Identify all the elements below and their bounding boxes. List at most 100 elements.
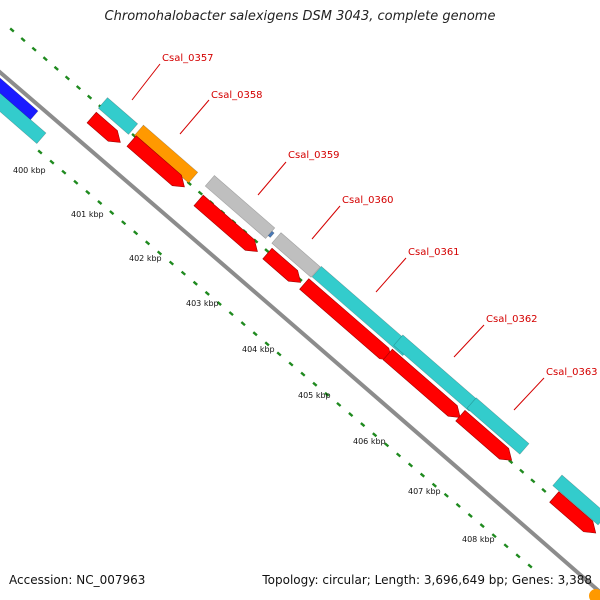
tick-mark	[419, 472, 426, 478]
tick-mark	[85, 189, 91, 195]
tick-mark	[97, 200, 103, 205]
inner-tick-row	[37, 149, 533, 569]
kbp-label-403: 403 kbp	[186, 299, 219, 308]
leader-line	[311, 205, 341, 240]
tick-mark	[121, 220, 127, 226]
tick-mark	[491, 533, 497, 539]
tick-rows	[9, 27, 558, 569]
tick-mark	[144, 240, 151, 246]
kbp-label-401: 401 kbp	[71, 210, 104, 219]
kbp-label-406: 406 kbp	[353, 437, 386, 446]
feature-gene-csal-0362	[393, 334, 479, 412]
tick-mark	[75, 85, 82, 91]
leader-line	[131, 63, 161, 101]
kbp-label-400: 400 kbp	[13, 166, 46, 175]
tick-mark	[503, 543, 509, 549]
tick-mark	[9, 27, 15, 33]
tick-mark	[300, 371, 306, 377]
gene-label-csal-0358[interactable]: Csal_0358	[211, 90, 263, 101]
tick-mark	[49, 159, 55, 165]
feature-gene-csal-0361	[311, 265, 413, 357]
tick-mark	[37, 149, 43, 155]
tick-mark	[240, 321, 246, 327]
tick-mark	[372, 432, 378, 438]
tick-mark	[53, 65, 59, 71]
tick-mark	[73, 179, 79, 185]
tick-mark	[168, 260, 175, 266]
feature-gene-right	[552, 474, 600, 526]
cds-csal-0362	[382, 348, 461, 418]
tick-mark	[197, 190, 203, 196]
tick-mark	[360, 422, 366, 428]
gene-label-csal-0361[interactable]: Csal_0361	[408, 247, 460, 258]
feature-gene-csal-0358	[133, 124, 199, 184]
tick-mark	[431, 482, 437, 488]
tick-mark	[31, 46, 37, 52]
leader-line	[179, 99, 210, 135]
tick-mark	[228, 311, 234, 317]
gene-label-csal-0357[interactable]: Csal_0357	[162, 53, 214, 64]
tick-mark	[312, 381, 318, 387]
tick-mark	[156, 250, 163, 256]
kbp-label-405: 405 kbp	[298, 391, 331, 400]
tick-mark	[264, 341, 270, 347]
cds-csal-0359	[193, 194, 258, 252]
tick-mark	[276, 351, 282, 357]
tick-mark	[324, 391, 330, 397]
kbp-label-404: 404 kbp	[242, 345, 275, 354]
feature-gene-left	[0, 92, 47, 145]
cds-right	[549, 491, 597, 534]
leader-line	[513, 377, 545, 411]
tick-mark	[288, 361, 294, 367]
tick-mark	[64, 75, 71, 81]
tick-mark	[527, 563, 533, 569]
cds-csal-0360	[262, 247, 301, 283]
kbp-label-402: 402 kbp	[129, 254, 162, 263]
tick-mark	[180, 270, 187, 276]
cds-csal-0357	[86, 111, 121, 143]
gene-labels: Csal_0357 Csal_0358 Csal_0359 Csal_0360 …	[162, 53, 598, 378]
feature-gene-csal-0359	[204, 175, 276, 239]
leader-line	[257, 161, 287, 196]
feature-gene-csal-0360	[271, 232, 321, 278]
tick-mark	[383, 442, 390, 448]
feature-gene-csal-0357	[97, 97, 139, 135]
gene-label-csal-0359[interactable]: Csal_0359	[288, 150, 340, 161]
topology-text: Topology: circular; Length: 3,696,649 bp…	[262, 573, 592, 587]
cds-csal-0363	[455, 409, 513, 461]
tick-mark	[133, 230, 139, 236]
tick-mark	[204, 290, 210, 296]
leader-line	[453, 324, 485, 358]
tick-mark	[455, 502, 461, 508]
tick-mark	[519, 468, 525, 474]
tick-mark	[515, 553, 521, 559]
tick-mark	[252, 331, 258, 337]
kbp-label-408: 408 kbp	[462, 535, 495, 544]
tick-mark	[348, 412, 354, 418]
tick-mark	[61, 169, 67, 175]
tick-mark	[192, 280, 198, 286]
tick-mark	[530, 478, 536, 484]
feature-gene-csal-0363	[466, 397, 530, 455]
tick-mark	[407, 462, 414, 468]
gene-label-csal-0360[interactable]: Csal_0360	[342, 195, 394, 206]
kbp-labels: 400 kbp 401 kbp 402 kbp 403 kbp 404 kbp …	[13, 166, 495, 544]
tick-mark	[42, 56, 48, 62]
genome-backbone	[0, 69, 600, 594]
tick-mark	[395, 452, 402, 458]
leader-line	[375, 257, 407, 293]
gene-label-csal-0363[interactable]: Csal_0363	[546, 367, 598, 378]
tick-mark	[467, 513, 473, 518]
tick-mark	[479, 523, 485, 529]
kbp-label-407: 407 kbp	[408, 487, 441, 496]
features-layer	[0, 77, 600, 600]
tick-mark	[336, 401, 342, 407]
tick-mark	[508, 459, 514, 465]
tick-mark	[86, 94, 93, 100]
gene-label-leaders	[131, 63, 545, 411]
tick-mark	[443, 492, 449, 498]
cds-csal-0358	[126, 135, 185, 188]
map-title: Chromohalobacter salexigens DSM 3043, co…	[104, 9, 496, 24]
gene-label-csal-0362[interactable]: Csal_0362	[486, 314, 538, 325]
